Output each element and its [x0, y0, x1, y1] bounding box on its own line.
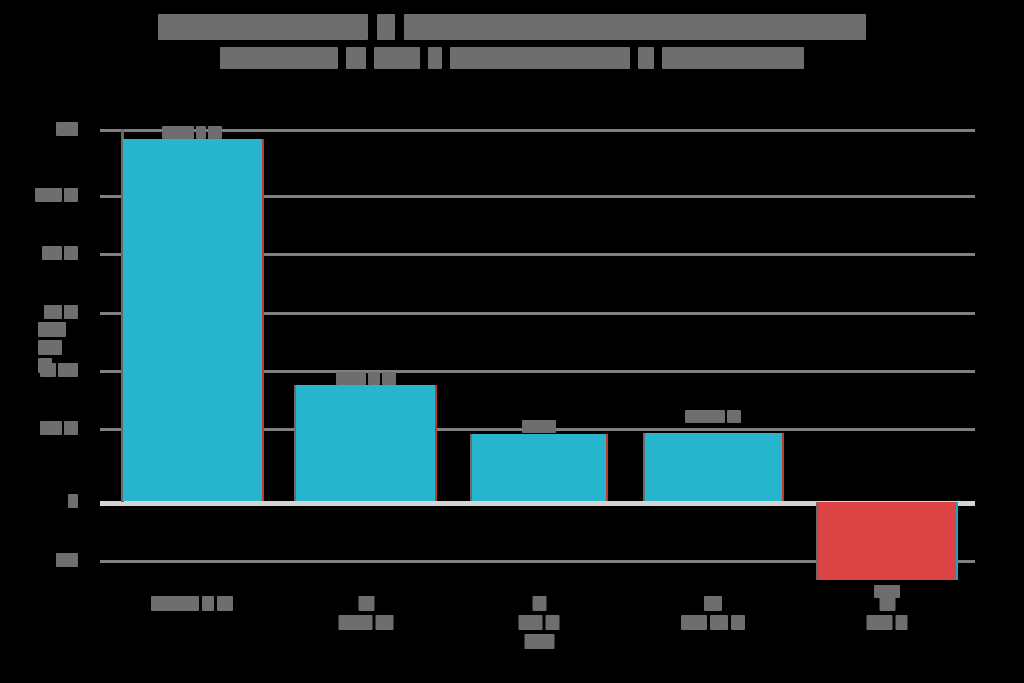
redacted-data-label-text [522, 420, 556, 433]
redacted-x-tick-text [704, 596, 722, 611]
redacted-subtitle-text [220, 47, 338, 69]
chart-title [0, 14, 1024, 69]
bar[interactable] [643, 433, 784, 501]
redacted-subtitle-text [450, 47, 630, 69]
y-axis-tick-labels [0, 120, 100, 590]
redacted-x-tick-line [151, 596, 233, 611]
redacted-title-text [158, 14, 368, 40]
redacted-x-tick-text [151, 596, 199, 611]
y-axis-tick-label [40, 421, 78, 435]
redacted-x-tick-line [866, 615, 908, 630]
redacted-x-tick-text [532, 596, 546, 611]
x-axis-tick-label [151, 596, 233, 611]
redacted-x-tick-line [358, 596, 374, 611]
redacted-x-tick-line [704, 596, 722, 611]
gridline [100, 312, 975, 315]
redacted-x-tick-line [518, 615, 560, 630]
redacted-x-tick-text [545, 615, 560, 630]
gridline [100, 560, 975, 563]
y-axis-tick-label [44, 305, 78, 319]
chart-subtitle-line [220, 47, 804, 69]
redacted-data-label-text [196, 126, 206, 139]
bar-data-label [336, 372, 396, 385]
y-axis-tick-label [56, 122, 78, 136]
redacted-x-tick-line [681, 615, 745, 630]
x-axis-tick-label [518, 596, 560, 649]
gridline [100, 195, 975, 198]
redacted-subtitle-text [662, 47, 804, 69]
x-axis-tick-label [681, 596, 745, 630]
redacted-y-axis-title-text [38, 340, 62, 355]
redacted-x-tick-text [518, 615, 543, 630]
redacted-data-label-text [382, 372, 396, 385]
redacted-data-label-text [727, 410, 741, 423]
redacted-data-label-text [336, 372, 366, 385]
redacted-subtitle-text [638, 47, 654, 69]
redacted-subtitle-text [346, 47, 366, 69]
y-axis-tick-label [68, 494, 78, 508]
redacted-x-tick-text [338, 615, 373, 630]
redacted-x-tick-line [879, 596, 895, 611]
bar[interactable] [470, 434, 608, 501]
redacted-x-tick-text [710, 615, 728, 630]
y-axis-tick-label [40, 363, 78, 377]
redacted-x-tick-text [202, 596, 214, 611]
redacted-data-label-text [368, 372, 380, 385]
bar-data-label [685, 410, 741, 423]
x-axis-tick-label [338, 596, 394, 630]
redacted-data-label-text [874, 585, 900, 598]
redacted-x-tick-text [879, 596, 895, 611]
y-axis-tick-label [42, 246, 78, 260]
gridline [100, 129, 975, 132]
redacted-x-tick-text [731, 615, 745, 630]
redacted-data-label-text [162, 126, 194, 139]
redacted-y-tick-text [35, 188, 62, 202]
redacted-title-text [377, 14, 395, 40]
bar[interactable] [816, 502, 958, 580]
redacted-y-tick-text [56, 122, 78, 136]
redacted-x-tick-line [524, 634, 554, 649]
plot-area [100, 120, 975, 590]
redacted-x-tick-text [524, 634, 554, 649]
redacted-y-tick-text [64, 246, 78, 260]
bar-data-label [522, 420, 556, 433]
redacted-x-tick-text [866, 615, 893, 630]
gridline [100, 253, 975, 256]
chart-title-line-1 [158, 14, 866, 40]
redacted-subtitle-text [374, 47, 420, 69]
bar[interactable] [294, 385, 437, 501]
redacted-x-tick-line [338, 615, 394, 630]
redacted-x-tick-text [681, 615, 707, 630]
gridline [100, 370, 975, 373]
redacted-y-tick-text [56, 553, 78, 567]
y-axis-tick-label [56, 553, 78, 567]
redacted-x-tick-text [358, 596, 374, 611]
bar-data-label [162, 126, 222, 139]
redacted-y-tick-text [40, 421, 62, 435]
redacted-y-tick-text [68, 494, 78, 508]
redacted-x-tick-text [217, 596, 233, 611]
redacted-y-tick-text [64, 421, 78, 435]
redacted-x-tick-text [375, 615, 394, 630]
bar[interactable] [121, 139, 264, 501]
redacted-y-tick-text [40, 363, 56, 377]
redacted-y-tick-text [58, 363, 78, 377]
redacted-data-label-text [685, 410, 725, 423]
x-axis-tick-label [866, 596, 908, 630]
redacted-y-tick-text [42, 246, 62, 260]
redacted-y-tick-text [64, 188, 78, 202]
redacted-subtitle-text [428, 47, 442, 69]
redacted-x-tick-line [532, 596, 546, 611]
y-axis-tick-label [35, 188, 78, 202]
redacted-y-tick-text [64, 305, 78, 319]
bar-data-label [874, 585, 900, 598]
x-axis-tick-labels [0, 596, 1024, 676]
redacted-y-tick-text [44, 305, 62, 319]
zero-line [100, 501, 975, 506]
redacted-y-axis-title-text [38, 322, 66, 337]
redacted-data-label-text [208, 126, 222, 139]
redacted-x-tick-text [895, 615, 908, 630]
redacted-title-text [404, 14, 866, 40]
